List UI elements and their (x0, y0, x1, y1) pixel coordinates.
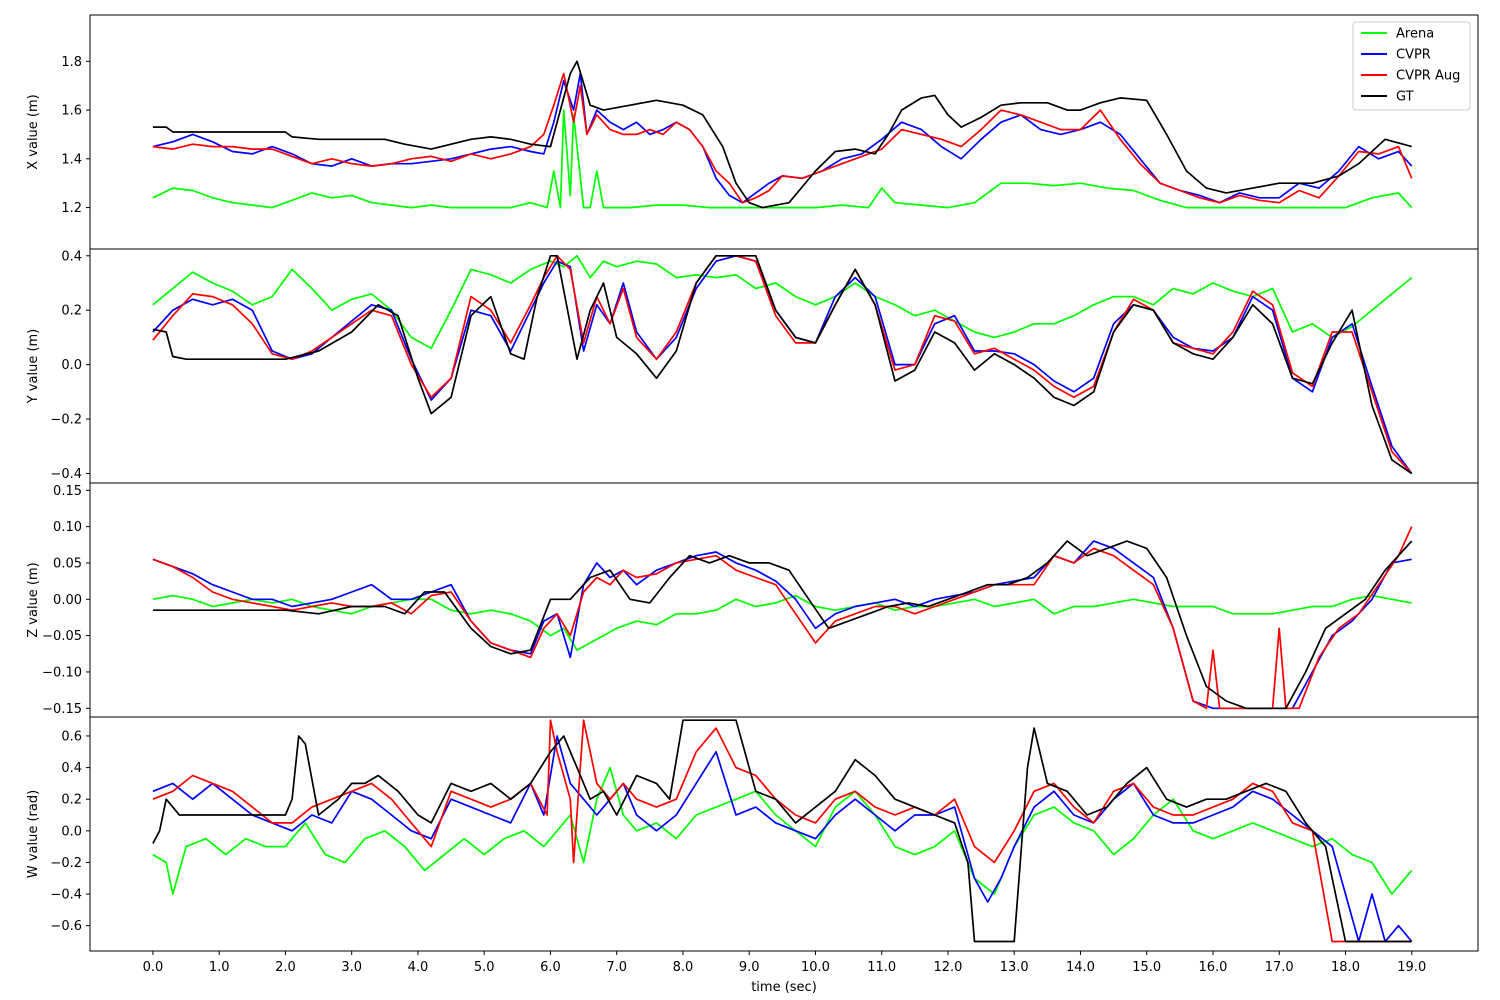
legend-label: Arena (1396, 27, 1434, 42)
series-line-arena (152, 594, 1412, 651)
panels: 1.2 1.4 1.6 1.8 X value (m) −0.4 −0.2 0.0 0.2 0.4… (26, 14, 1479, 952)
legend-box (1352, 21, 1471, 111)
x-axis: 0.0 1.0 2.0 3.0 4.0 5.0 6.0 7.0 8.0 9.0 10.0 11.0 12… (143, 951, 1426, 975)
panel-3: −0.15 −0.10 −0.05 0.00 0.05 0.10 0.15 Z value (… (26, 482, 1479, 718)
x-tick-label: 0.0 (143, 960, 164, 975)
panel-4: −0.6 −0.4 −0.2 0.0 0.2 0.4 0.6 W value (rad) (26, 716, 1479, 952)
x-tick-label: 17.0 (1265, 960, 1294, 975)
x-tick-label: 5.0 (474, 960, 495, 975)
x-tick-label: 18.0 (1331, 960, 1360, 975)
y-axis-title: Y value (m) (26, 329, 41, 405)
x-tick-label: 19.0 (1397, 960, 1426, 975)
y-tick-label: 1.6 (61, 104, 82, 119)
series-line-arena (152, 109, 1413, 209)
series-line-arena (152, 766, 1413, 895)
x-tick-label: 15.0 (1132, 960, 1161, 975)
y-tick-label: 0.2 (61, 793, 82, 808)
series-line-cvpr-aug (152, 719, 1412, 943)
x-tick-label: 4.0 (408, 960, 429, 975)
y-tick-label: 1.4 (61, 152, 82, 167)
y-tick-label: 0.2 (61, 304, 82, 319)
y-tick-label: 0.6 (61, 729, 82, 744)
series-line-gt (152, 254, 1413, 475)
y-tick-label: 0.4 (61, 249, 82, 264)
x-tick-label: 9.0 (739, 960, 760, 975)
y-tick-label: 0.10 (53, 520, 82, 535)
legend: Arena CVPR CVPR Aug GT (1352, 21, 1471, 111)
y-tick-label: −0.6 (50, 919, 82, 934)
series-line-cvpr-aug (152, 72, 1413, 204)
y-tick-label: −0.10 (42, 665, 82, 680)
x-tick-label: 16.0 (1199, 960, 1228, 975)
x-tick-label: 1.0 (209, 960, 230, 975)
y-tick-label: 0.4 (61, 761, 82, 776)
x-tick-label: 14.0 (1066, 960, 1095, 975)
y-tick-label: −0.4 (50, 888, 82, 903)
y-tick-label: 1.2 (61, 201, 82, 216)
series-line-cvpr (152, 735, 1413, 943)
y-axis-title: X value (m) (26, 94, 41, 170)
y-tick-label: 0.0 (61, 358, 82, 373)
legend-label: CVPR Aug (1396, 69, 1460, 84)
series-line-cvpr-aug (152, 254, 1413, 475)
y-axis-title: W value (rad) (26, 790, 41, 878)
series-line-gt (152, 719, 1412, 943)
series-line-gt (152, 60, 1412, 209)
y-tick-label: −0.4 (50, 467, 82, 482)
x-tick-label: 6.0 (540, 960, 561, 975)
panel-frame (89, 716, 1479, 952)
x-tick-label: 7.0 (606, 960, 627, 975)
x-tick-label: 3.0 (341, 960, 362, 975)
x-axis-title: time (sec) (751, 980, 817, 995)
y-tick-label: 0.15 (53, 484, 82, 499)
y-tick-label: 0.00 (53, 593, 82, 608)
x-tick-label: 8.0 (673, 960, 694, 975)
series-line-gt (152, 540, 1413, 710)
y-tick-label: 0.0 (61, 824, 82, 839)
x-tick-label: 13.0 (1000, 960, 1029, 975)
y-axis-title: Z value (m) (26, 562, 41, 638)
x-tick-label: 10.0 (801, 960, 830, 975)
x-tick-label: 2.0 (275, 960, 296, 975)
legend-label: CVPR (1396, 48, 1431, 63)
y-tick-label: −0.15 (42, 702, 82, 717)
y-tick-label: −0.2 (50, 856, 82, 871)
series-line-cvpr-aug (152, 526, 1413, 710)
y-tick-label: −0.2 (50, 413, 82, 428)
x-tick-label: 11.0 (867, 960, 896, 975)
y-tick-label: 1.8 (61, 55, 82, 70)
legend-label: GT (1396, 90, 1414, 105)
x-tick-label: 12.0 (933, 960, 962, 975)
y-tick-label: −0.05 (42, 629, 82, 644)
y-tick-label: 0.05 (53, 556, 82, 571)
